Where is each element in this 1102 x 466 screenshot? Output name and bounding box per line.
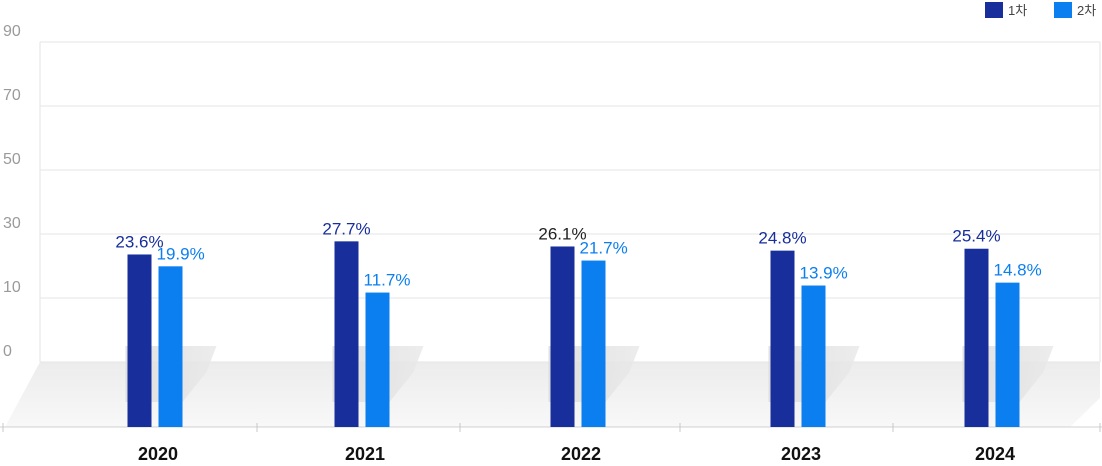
- data-label: 25.4%: [952, 227, 1000, 246]
- data-label: 23.6%: [115, 232, 163, 251]
- x-tick-label: 2024: [975, 444, 1015, 464]
- legend: 1차 2차: [985, 2, 1096, 18]
- data-label: 27.7%: [322, 219, 370, 238]
- bar-2022-series-2: [581, 260, 606, 427]
- y-tick-label: 70: [3, 87, 21, 104]
- data-label: 24.8%: [758, 229, 806, 248]
- data-label: 26.1%: [538, 224, 586, 243]
- data-label: 13.9%: [800, 264, 848, 283]
- legend-label-series-1: 1차: [1008, 3, 1027, 18]
- data-label: 11.7%: [364, 271, 411, 290]
- y-tick-label: 90: [3, 23, 21, 40]
- label-layer: 23.6%19.9% 27.7% 11.7% 26.1%21.7% 24.8% 13.9%…: [115, 219, 1041, 289]
- axis-layer: 0 10 30 50 70 90 2020 2021 2022 2023 2024: [0, 23, 1102, 464]
- legend-swatch-series-2: [1054, 2, 1072, 18]
- y-tick-label: 50: [3, 151, 21, 168]
- bar-2023-series-1: [770, 250, 795, 427]
- bar-layer: [127, 241, 1020, 427]
- bar-2020-series-1: [127, 254, 152, 427]
- y-tick-label: 10: [3, 279, 21, 296]
- x-tick-label: 2020: [138, 444, 178, 464]
- data-label: 21.7%: [580, 239, 628, 258]
- bar-2020-series-2: [158, 266, 183, 427]
- x-tick-label: 2023: [781, 444, 821, 464]
- legend-label-series-2: 2차: [1077, 3, 1096, 18]
- bar-2024-series-1: [964, 248, 989, 427]
- legend-swatch-series-1: [985, 2, 1003, 18]
- x-tick-label: 2022: [561, 444, 601, 464]
- bar-2021-series-1: [334, 241, 359, 427]
- data-label: 14.8%: [994, 261, 1042, 280]
- y-tick-label: 0: [3, 343, 12, 360]
- bar-2023-series-2: [801, 285, 826, 427]
- x-tick-label: 2021: [345, 444, 385, 464]
- bar-2021-series-2: [365, 292, 390, 427]
- y-tick-label: 30: [3, 215, 21, 232]
- bar-2024-series-2: [995, 282, 1020, 427]
- bar-2022-series-1: [550, 246, 575, 427]
- data-label: 19.9%: [157, 244, 205, 263]
